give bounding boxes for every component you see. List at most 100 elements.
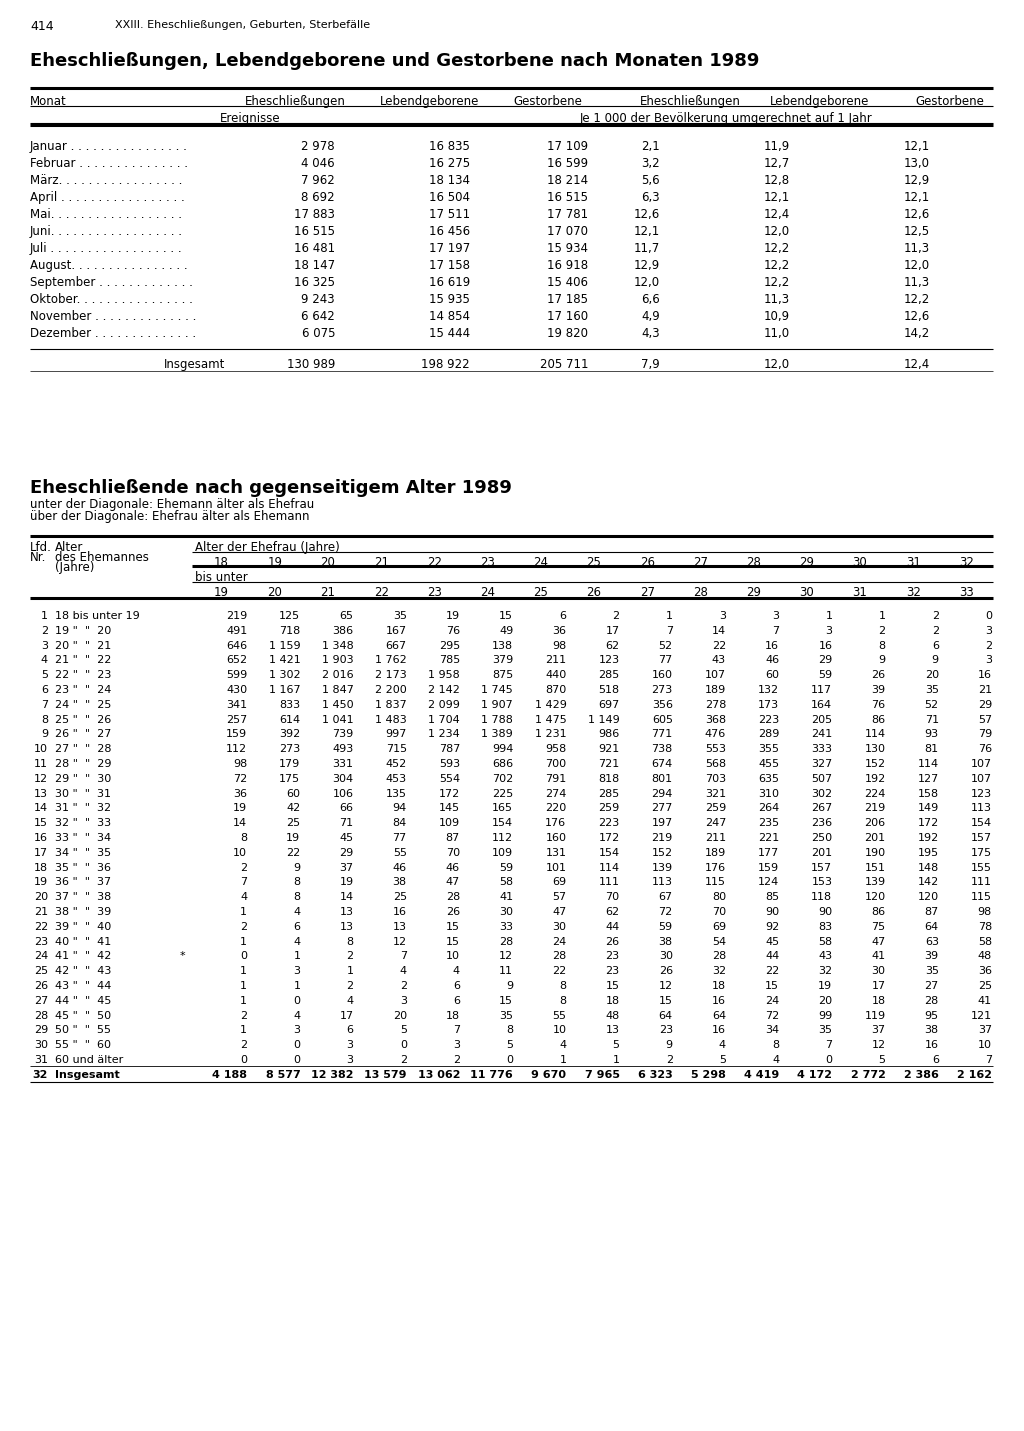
- Text: 37: 37: [340, 863, 353, 873]
- Text: 94: 94: [392, 803, 407, 813]
- Text: 386: 386: [333, 625, 353, 635]
- Text: 72: 72: [765, 1010, 779, 1020]
- Text: 994: 994: [492, 744, 513, 754]
- Text: 12,6: 12,6: [634, 207, 660, 220]
- Text: 221: 221: [758, 833, 779, 843]
- Text: 28: 28: [552, 952, 566, 962]
- Text: 0: 0: [241, 952, 247, 962]
- Text: 4: 4: [399, 966, 407, 976]
- Text: 28: 28: [34, 1010, 48, 1020]
- Text: 35: 35: [818, 1026, 833, 1036]
- Text: 491: 491: [226, 625, 247, 635]
- Text: 241: 241: [811, 730, 833, 740]
- Text: 12,0: 12,0: [904, 259, 930, 272]
- Text: 176: 176: [545, 819, 566, 829]
- Text: 22: 22: [765, 966, 779, 976]
- Text: 12,1: 12,1: [904, 140, 930, 153]
- Text: 41 "  "  42: 41 " " 42: [55, 952, 112, 962]
- Text: 149: 149: [918, 803, 939, 813]
- Text: 8: 8: [879, 641, 886, 651]
- Text: 0: 0: [241, 1055, 247, 1065]
- Text: 64: 64: [658, 1010, 673, 1020]
- Text: 44 "  "  45: 44 " " 45: [55, 996, 112, 1006]
- Text: 45 "  "  50: 45 " " 50: [55, 1010, 112, 1020]
- Text: 1: 1: [41, 611, 48, 621]
- Text: 177: 177: [758, 847, 779, 857]
- Text: 87: 87: [925, 907, 939, 917]
- Text: 43: 43: [712, 655, 726, 665]
- Text: 21: 21: [34, 907, 48, 917]
- Text: 12,0: 12,0: [764, 358, 790, 371]
- Text: Alter: Alter: [55, 541, 83, 554]
- Text: 12,0: 12,0: [634, 276, 660, 289]
- Text: 36: 36: [978, 966, 992, 976]
- Text: 20: 20: [392, 1010, 407, 1020]
- Text: 5,6: 5,6: [641, 175, 660, 187]
- Text: 179: 179: [280, 758, 300, 768]
- Text: 8: 8: [346, 937, 353, 946]
- Text: 702: 702: [492, 774, 513, 784]
- Text: 35: 35: [925, 966, 939, 976]
- Text: Monat: Monat: [30, 94, 67, 107]
- Text: *: *: [179, 952, 185, 962]
- Text: 9: 9: [666, 1040, 673, 1050]
- Text: 17 109: 17 109: [547, 140, 588, 153]
- Text: 14: 14: [233, 819, 247, 829]
- Text: 19: 19: [445, 611, 460, 621]
- Text: 16 599: 16 599: [547, 157, 588, 170]
- Text: 58: 58: [978, 937, 992, 946]
- Text: 0: 0: [985, 611, 992, 621]
- Text: 29 "  "  30: 29 " " 30: [55, 774, 112, 784]
- Text: 1 389: 1 389: [481, 730, 513, 740]
- Text: 1: 1: [241, 982, 247, 992]
- Text: 12: 12: [34, 774, 48, 784]
- Text: 11 776: 11 776: [470, 1070, 513, 1080]
- Text: 132: 132: [758, 685, 779, 695]
- Text: 70: 70: [605, 892, 620, 902]
- Text: 14 854: 14 854: [429, 311, 470, 323]
- Text: 302: 302: [811, 788, 833, 798]
- Text: 16: 16: [712, 1026, 726, 1036]
- Text: 66: 66: [340, 803, 353, 813]
- Text: 29: 29: [818, 655, 833, 665]
- Text: 3: 3: [985, 655, 992, 665]
- Text: 30: 30: [500, 907, 513, 917]
- Text: 2: 2: [346, 982, 353, 992]
- Text: 1 483: 1 483: [375, 714, 407, 724]
- Text: 22: 22: [552, 966, 566, 976]
- Text: 12,5: 12,5: [904, 225, 930, 238]
- Text: 201: 201: [864, 833, 886, 843]
- Text: 223: 223: [758, 714, 779, 724]
- Text: 17 160: 17 160: [547, 311, 588, 323]
- Text: 15: 15: [500, 611, 513, 621]
- Text: 69: 69: [712, 922, 726, 932]
- Text: 6: 6: [453, 996, 460, 1006]
- Text: 2: 2: [41, 625, 48, 635]
- Text: 4: 4: [293, 937, 300, 946]
- Text: 6 323: 6 323: [638, 1070, 673, 1080]
- Text: 7: 7: [453, 1026, 460, 1036]
- Text: 1 762: 1 762: [375, 655, 407, 665]
- Text: 30: 30: [658, 952, 673, 962]
- Text: 49: 49: [499, 625, 513, 635]
- Text: 8: 8: [559, 996, 566, 1006]
- Text: 151: 151: [864, 863, 886, 873]
- Text: 201: 201: [811, 847, 833, 857]
- Text: 2 386: 2 386: [904, 1070, 939, 1080]
- Text: Eheschließungen: Eheschließungen: [245, 94, 345, 107]
- Text: unter der Diagonale: Ehemann älter als Ehefrau: unter der Diagonale: Ehemann älter als E…: [30, 498, 314, 511]
- Text: 15: 15: [446, 937, 460, 946]
- Text: 6,3: 6,3: [641, 190, 660, 205]
- Text: 739: 739: [333, 730, 353, 740]
- Text: 5: 5: [41, 670, 48, 680]
- Text: Mai. . . . . . . . . . . . . . . . . .: Mai. . . . . . . . . . . . . . . . . .: [30, 207, 182, 220]
- Text: 2: 2: [240, 1010, 247, 1020]
- Text: 0: 0: [399, 1040, 407, 1050]
- Text: 16 515: 16 515: [294, 225, 335, 238]
- Text: 12,1: 12,1: [764, 190, 790, 205]
- Text: 34: 34: [765, 1026, 779, 1036]
- Text: 86: 86: [871, 714, 886, 724]
- Text: 16: 16: [978, 670, 992, 680]
- Text: 28: 28: [712, 952, 726, 962]
- Text: 23 "  "  24: 23 " " 24: [55, 685, 112, 695]
